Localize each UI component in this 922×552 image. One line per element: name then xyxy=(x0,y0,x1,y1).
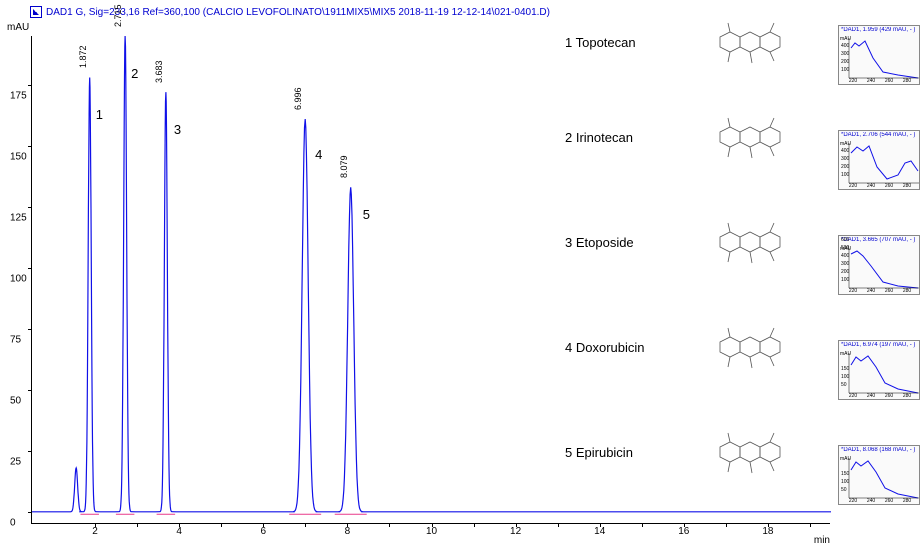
spectrum-thumbnail: *DAD1, 2.706 (544 mAU, - ) Ref=2.61mAU10… xyxy=(838,130,920,190)
y-axis-label: mAU xyxy=(7,22,29,33)
x-tick: 18 xyxy=(762,526,773,537)
peak-number: 5 xyxy=(363,207,370,222)
y-tick: 25 xyxy=(10,456,21,467)
x-tick: 6 xyxy=(261,526,267,537)
peak-number: 2 xyxy=(131,66,138,81)
compound-label: 2 Irinotecan xyxy=(565,130,633,145)
y-tick: 100 xyxy=(10,273,27,284)
y-tick: 175 xyxy=(10,90,27,101)
peak-retention-time: 6.996 xyxy=(293,87,303,110)
compound-label: 1 Topotecan xyxy=(565,35,636,50)
x-tick: 8 xyxy=(345,526,351,537)
peak-retention-time: 2.715 xyxy=(113,4,123,27)
compound-label: 5 Epirubicin xyxy=(565,445,633,460)
spectrum-thumbnail: *DAD1, 6.974 (197 mAU, - ) Ref=6.83mAU50… xyxy=(838,340,920,400)
molecular-structure xyxy=(700,217,805,282)
molecular-structure xyxy=(700,112,805,177)
spectrum-thumbnail: *DAD1, 3.665 (707 mAU, - ) Ref=3.53mAU10… xyxy=(838,235,920,295)
x-tick: 16 xyxy=(678,526,689,537)
molecular-structure xyxy=(700,427,805,492)
signal-icon xyxy=(30,6,42,18)
y-tick: 50 xyxy=(10,395,21,406)
chart-title-bar: DAD1 G, Sig=233,16 Ref=360,100 (CALCIO L… xyxy=(30,4,550,20)
molecular-structure xyxy=(700,17,805,82)
x-tick: 12 xyxy=(510,526,521,537)
x-tick: 14 xyxy=(594,526,605,537)
compound-label: 3 Etoposide xyxy=(565,235,634,250)
compound-label: 4 Doxorubicin xyxy=(565,340,645,355)
y-tick: 150 xyxy=(10,151,27,162)
peak-retention-time: 8.079 xyxy=(339,156,349,179)
peak-number: 3 xyxy=(174,122,181,137)
peak-retention-time: 1.872 xyxy=(78,46,88,69)
peak-number: 4 xyxy=(315,147,322,162)
x-axis-label: min xyxy=(814,535,830,546)
peak-number: 1 xyxy=(96,107,103,122)
spectrum-thumbnail: *DAD1, 1.959 (429 mAU, - ) Ref=1.7 mAU10… xyxy=(838,25,920,85)
x-tick: 2 xyxy=(92,526,98,537)
spectrum-thumbnail: *DAD1, 8.068 (168 mAU, - ) Ref=7.74mAU50… xyxy=(838,445,920,505)
molecular-structure xyxy=(700,322,805,387)
y-tick: 0 xyxy=(10,517,16,528)
x-tick: 4 xyxy=(176,526,182,537)
x-tick: 10 xyxy=(426,526,437,537)
y-tick: 75 xyxy=(10,334,21,345)
y-tick: 125 xyxy=(10,212,27,223)
peak-retention-time: 3.683 xyxy=(154,61,164,84)
